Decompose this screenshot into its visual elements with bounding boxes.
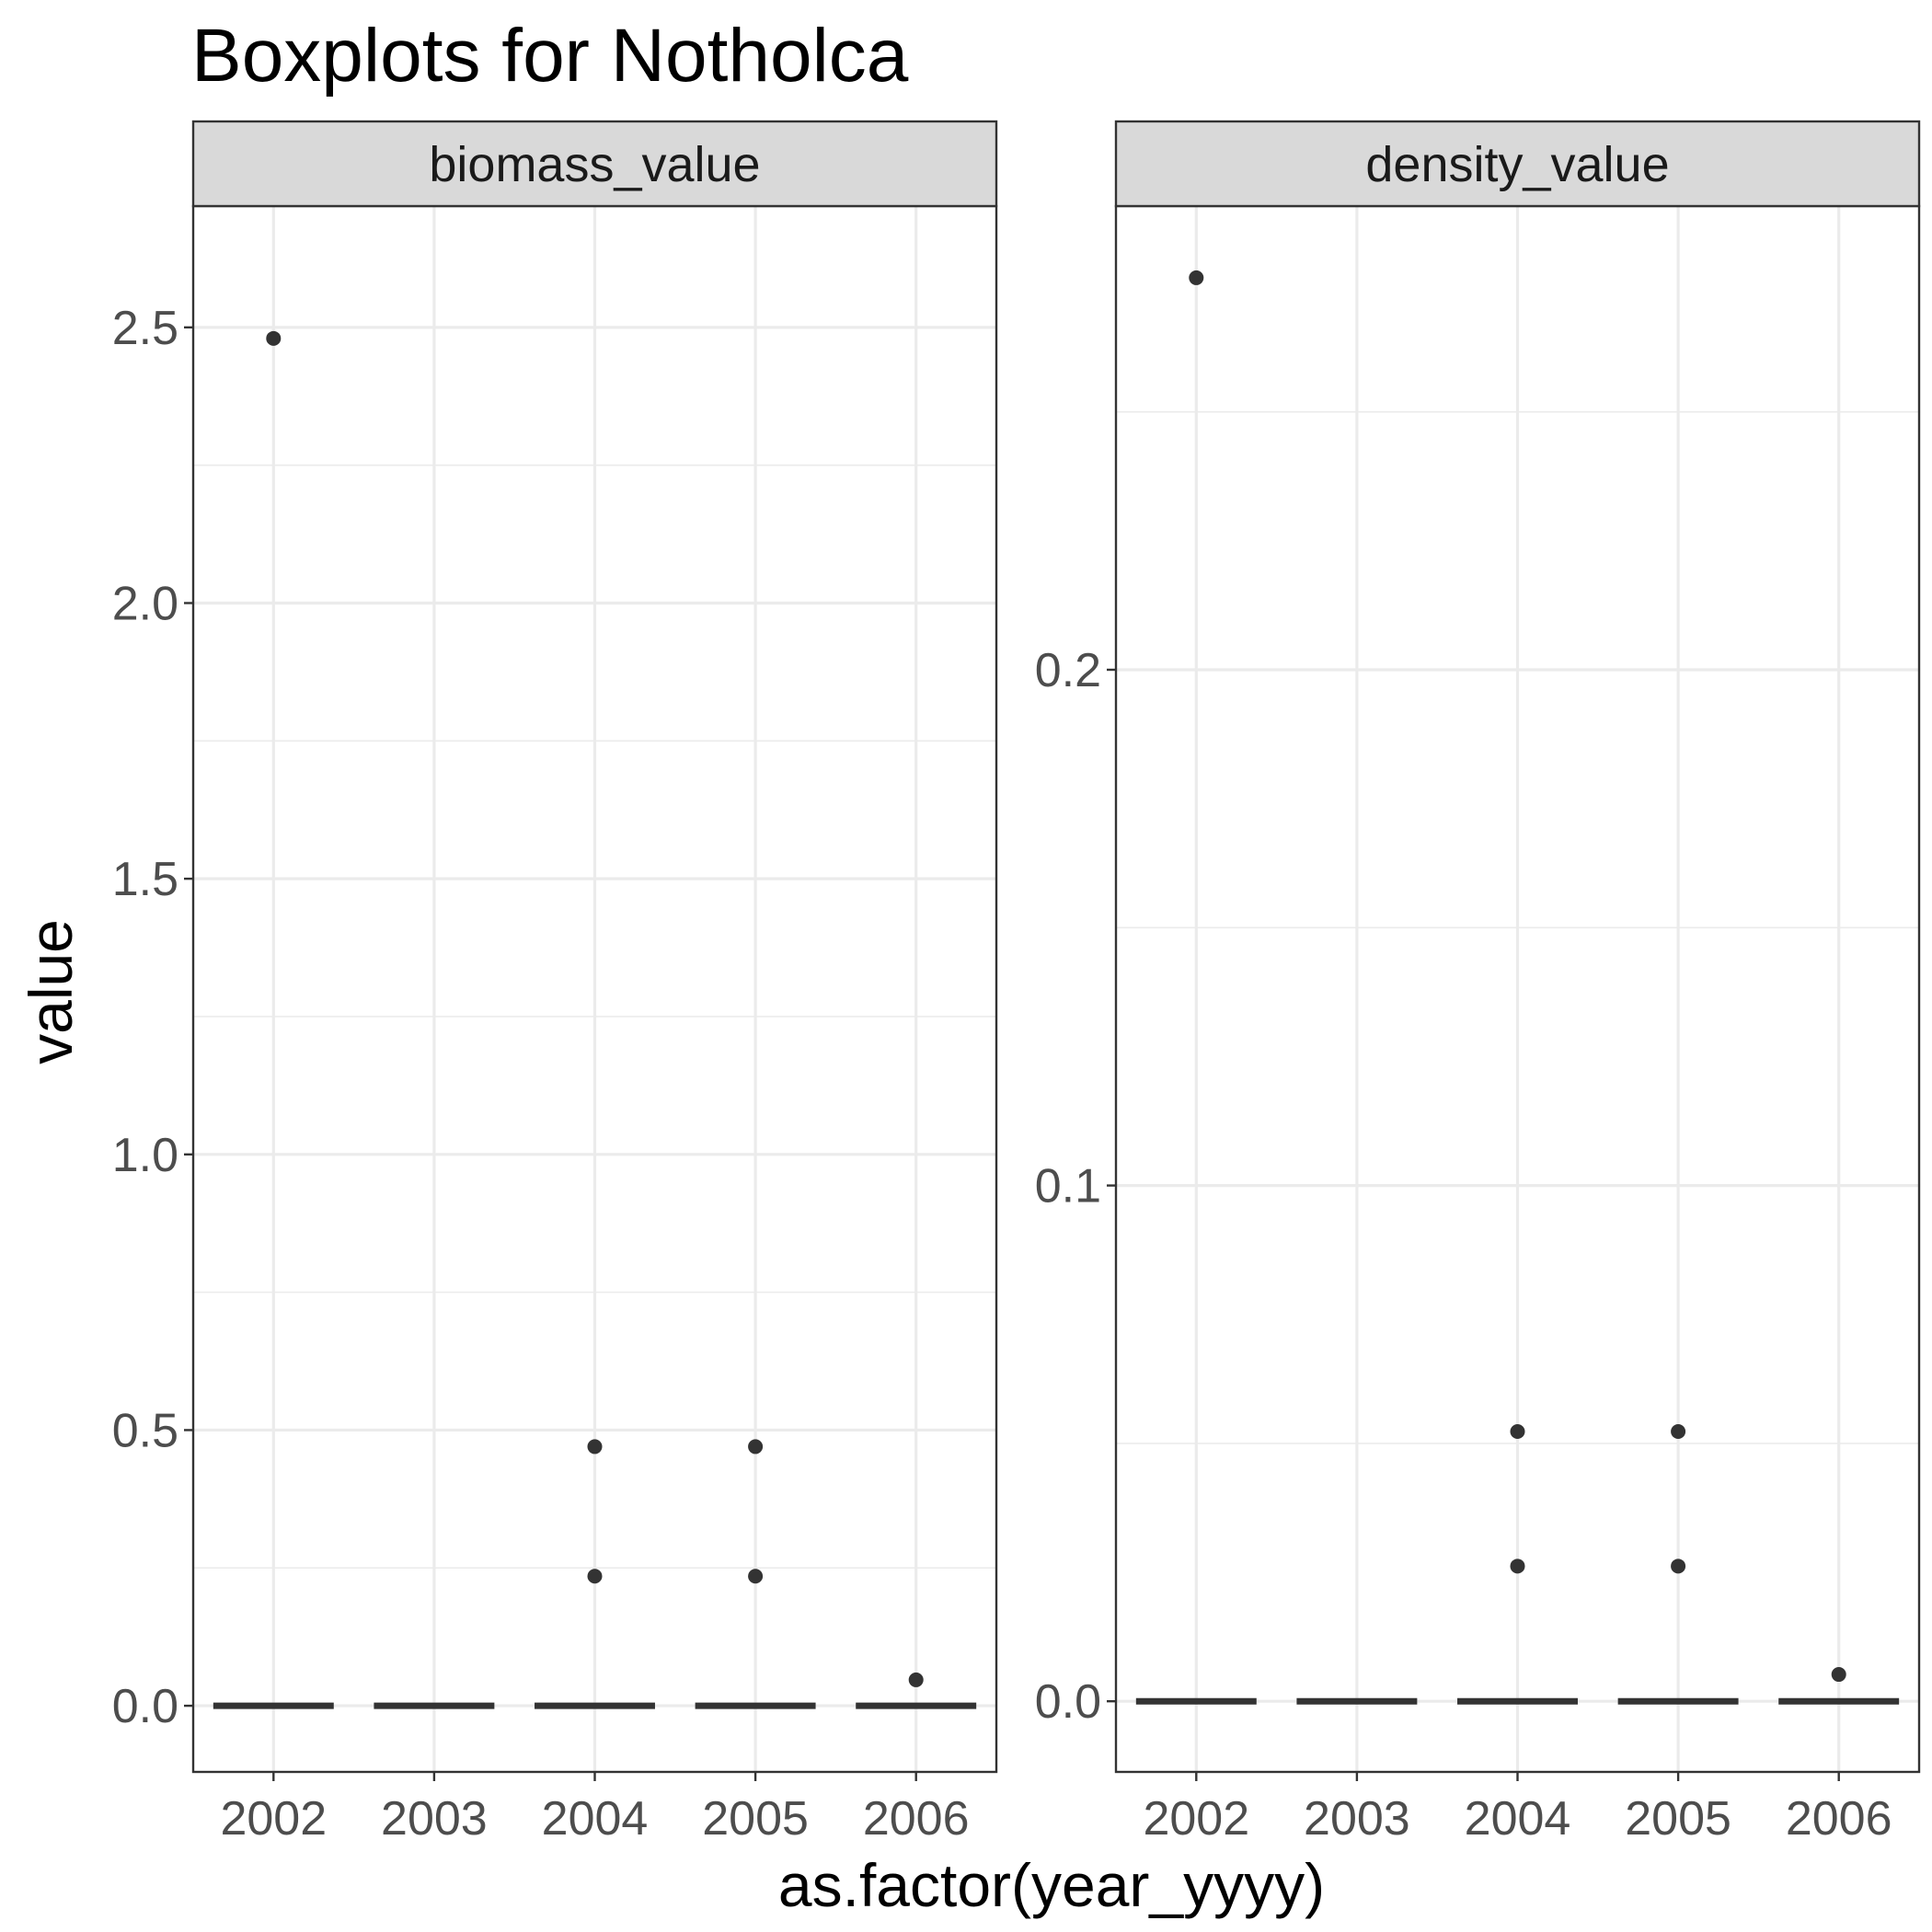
outlier-point [587,1569,603,1584]
box-2005 [1617,1424,1739,1705]
y-tick-label: 0.5 [112,1404,178,1457]
box-2006 [1778,1667,1900,1705]
outlier-point [1510,1558,1525,1574]
x-tick-label: 2006 [1786,1792,1892,1846]
y-tick-label: 0.0 [112,1680,178,1733]
y-tick-label: 0.2 [1035,644,1101,697]
x-tick-label: 2004 [542,1792,649,1846]
y-axis-title: value [17,919,85,1064]
box-2006 [856,1672,977,1709]
outlier-point [748,1569,764,1584]
x-tick-label: 2002 [220,1792,327,1846]
facet-strip [191,120,998,208]
outlier-point [1831,1667,1846,1683]
y-tick-label: 1.5 [112,853,178,906]
box-2002 [213,330,334,1709]
box-2004 [1457,1424,1578,1705]
outlier-point [1510,1424,1525,1439]
y-tick-label: 1.0 [112,1129,178,1182]
outlier-point [908,1672,924,1687]
x-tick-label: 2004 [1465,1792,1571,1846]
chart-title: Boxplots for Notholca [191,14,909,98]
x-tick-label: 2002 [1143,1792,1249,1846]
outlier-point [748,1439,764,1455]
box-2002 [1135,270,1257,1705]
outlier-point [1671,1424,1686,1439]
x-axis-title: as.factor(year_yyyy) [778,1851,1325,1919]
x-tick-label: 2005 [702,1792,809,1846]
box-2004 [535,1439,655,1709]
y-tick-label: 0.1 [1035,1160,1101,1213]
facet-panel-density_value: density_value 0.0 0.1 0.2 2002 2003 2004 2005 20… [1035,120,1921,1846]
outlier-point [1189,270,1204,285]
facet-strip [1114,120,1921,208]
facet-strip-label: density_value [1365,137,1669,192]
y-tick-label: 0.0 [1035,1675,1101,1729]
x-tick-label: 2003 [381,1792,488,1846]
facet-strip-label: biomass_value [429,137,760,192]
outlier-point [1671,1558,1686,1574]
y-tick-label: 2.0 [112,577,178,630]
facet-panel-biomass_value: biomass_value 0.0 0.5 1.0 1.5 2.0 2.5 2002 2003 2… [112,120,998,1846]
outlier-point [587,1439,603,1455]
x-tick-label: 2006 [863,1792,970,1846]
outlier-point [266,330,282,346]
x-tick-label: 2003 [1304,1792,1410,1846]
box-2005 [695,1439,816,1709]
y-tick-label: 2.5 [112,302,178,355]
x-tick-label: 2005 [1625,1792,1731,1846]
